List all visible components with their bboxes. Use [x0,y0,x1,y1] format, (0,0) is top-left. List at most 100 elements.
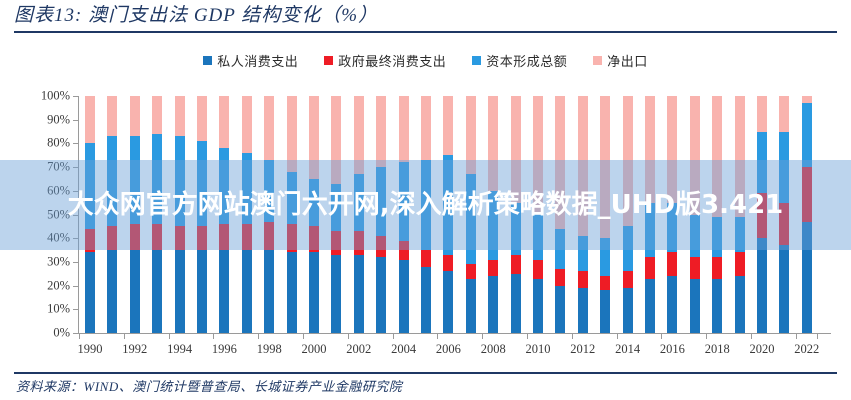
x-axis-tick-label: 1996 [211,342,237,356]
bar-segment [712,278,723,333]
bar-segment [398,96,409,163]
x-axis-tick [79,333,80,339]
bar-segment [712,216,723,258]
footer-divider [14,372,837,374]
chart-legend: 私人消费支出 政府最终消费支出 资本形成总额 净出口 [0,47,851,73]
stacked-bar[interactable] [622,96,633,333]
bar-segment [286,171,297,224]
bar-segment [398,240,409,260]
stacked-bar[interactable] [801,96,812,333]
stacked-bar[interactable] [152,96,163,333]
x-axis-tick [795,333,797,339]
stacked-bar[interactable] [353,96,364,333]
bar-segment [779,96,790,132]
stacked-bar[interactable] [577,96,588,333]
y-axis-tick-label: 80% [47,135,70,150]
stacked-bar[interactable] [398,96,409,333]
stacked-bar[interactable] [465,96,476,333]
x-axis-tick [168,333,170,339]
bar-segment [533,278,543,333]
bar-segment [689,96,700,215]
stacked-bar[interactable] [197,96,207,333]
stacked-bar[interactable] [174,96,185,333]
stacked-bar[interactable] [533,96,543,333]
stacked-bar[interactable] [555,96,566,333]
x-axis-tick-label: 2006 [435,342,461,356]
bar-segment [443,96,454,156]
stacked-bar[interactable] [376,96,387,333]
bar-segment [174,96,185,137]
stacked-bar[interactable] [712,96,723,333]
stacked-bar[interactable] [421,96,431,333]
stacked-bar[interactable] [331,96,342,333]
stacked-bar[interactable] [645,96,655,333]
y-axis-tick-label: 100% [40,88,70,103]
stacked-bar[interactable] [286,96,297,333]
legend-item-3[interactable]: 资本形成总额 [472,51,567,70]
bar-segment [264,96,275,161]
stacked-bar[interactable] [85,96,95,333]
stacked-bar[interactable] [689,96,700,333]
bar-segment [577,271,588,288]
stacked-bar[interactable] [757,96,767,333]
stacked-bar[interactable] [510,96,521,333]
x-axis-tick [392,333,394,339]
legend-item-2[interactable]: 政府最终消费支出 [324,51,446,70]
legend-swatch-icon [203,55,213,65]
bar-segment [107,250,118,333]
figure-title-block: 图表13: 澳门支出法 GDP 结构变化（%） [14,2,837,32]
bar-segment [734,96,745,217]
bar-segment [533,212,543,260]
x-axis-tick-label: 2000 [301,342,327,356]
bar-segment [264,160,275,222]
bar-segment [488,259,499,277]
x-axis-tick [816,333,818,339]
x-axis-tick-label: 2018 [704,342,730,356]
y-axis-tick [73,143,79,145]
y-axis-tick [73,238,79,240]
stacked-bar[interactable] [107,96,118,333]
bar-segment [241,152,252,224]
stacked-bar[interactable] [129,96,140,333]
stacked-bar[interactable] [667,96,678,333]
stacked-bar[interactable] [779,96,790,333]
bar-segment [600,290,611,333]
x-axis-tick-label: 2014 [615,342,641,356]
bar-segment [174,136,185,227]
bar-segment [443,155,454,255]
stacked-bar[interactable] [309,96,319,333]
legend-item-4[interactable]: 净出口 [593,51,648,70]
bar-segment [85,96,95,144]
x-axis-tick [437,333,439,339]
bar-segment [421,266,431,333]
bar-segment [152,96,163,134]
bar-segment [174,226,185,251]
y-axis-tick [73,261,79,263]
y-axis-tick-label: 60% [47,183,70,198]
bar-segment [376,235,387,258]
y-axis-tick-label: 10% [47,301,70,316]
stacked-bar[interactable] [241,96,252,333]
stacked-bar[interactable] [488,96,499,333]
y-axis-tick-label: 70% [47,159,70,174]
bar-segment [353,254,364,333]
x-axis-tick [258,333,260,339]
stacked-bar[interactable] [600,96,611,333]
stacked-bar[interactable] [443,96,454,333]
stacked-bar[interactable] [219,96,230,333]
legend-item-1[interactable]: 私人消费支出 [203,51,298,70]
bar-segment [219,148,230,224]
stacked-bar[interactable] [264,96,275,333]
bar-segment [421,96,431,161]
bar-segment [152,250,163,333]
stacked-bar[interactable] [734,96,745,333]
bar-segment [510,254,521,274]
bar-segment [734,216,745,253]
bar-segment [353,231,364,255]
bar-segment [107,226,118,251]
bar-segment [421,160,431,251]
x-axis-tick [751,333,752,339]
bar-segment [85,228,95,253]
bar-segment [376,96,387,168]
bar-segment [801,167,812,222]
